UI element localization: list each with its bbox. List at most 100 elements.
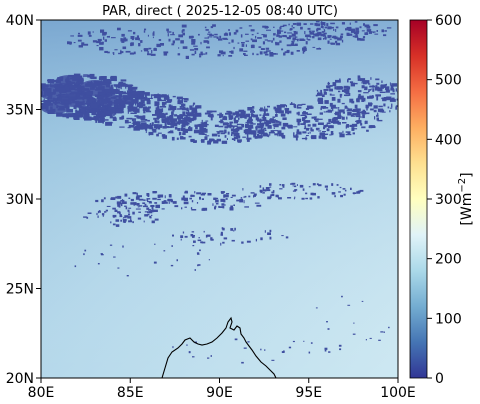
- cloud-pixel: [329, 94, 335, 96]
- cloud-pixel: [194, 191, 196, 194]
- cloud-pixel: [141, 103, 146, 106]
- cloud-pixel: [47, 79, 51, 82]
- cloud-pixel: [167, 117, 172, 120]
- cloud-pixel: [243, 111, 246, 116]
- cloud-pixel: [327, 87, 331, 89]
- cloud-pixel: [151, 214, 153, 216]
- cloud-pixel: [273, 26, 275, 28]
- cloud-pixel: [172, 118, 175, 120]
- cloud-pixel: [214, 124, 219, 127]
- cloud-pixel: [224, 129, 227, 134]
- cloud-pixel: [369, 337, 372, 339]
- cloud-pixel: [349, 22, 351, 25]
- cloud-pixel: [261, 119, 265, 122]
- cloud-pixel: [341, 39, 344, 43]
- cloud-pixel: [261, 34, 265, 36]
- cloud-pixel: [98, 211, 101, 213]
- cloud-pixel: [220, 132, 226, 135]
- cloud-pixel: [220, 198, 225, 202]
- cloud-pixel: [213, 36, 217, 38]
- cloud-pixel: [123, 37, 127, 41]
- cloud-pixel: [92, 31, 94, 33]
- cloud-pixel: [87, 31, 91, 35]
- cloud-pixel: [357, 78, 361, 81]
- cloud-pixel: [277, 124, 282, 126]
- cloud-pixel: [155, 204, 160, 209]
- y-tick-label: 20N: [6, 371, 34, 387]
- cloud-pixel: [330, 131, 334, 135]
- cloud-pixel: [171, 112, 174, 115]
- cloud-pixel: [105, 108, 107, 110]
- cloud-pixel: [283, 350, 285, 353]
- cloud-pixel: [259, 135, 263, 138]
- cloud-pixel: [149, 217, 152, 219]
- cloud-pixel: [94, 116, 100, 121]
- cloud-pixel: [112, 214, 117, 218]
- cloud-pixel: [132, 192, 137, 195]
- cloud-pixel: [392, 89, 395, 93]
- cloud-pixel: [151, 206, 154, 209]
- cloud-pixel: [345, 91, 350, 94]
- cloud-pixel: [337, 37, 342, 41]
- cloud-pixel: [269, 125, 271, 127]
- cloud-pixel: [202, 128, 208, 133]
- cloud-pixel: [260, 348, 262, 351]
- cloud-pixel: [262, 187, 265, 191]
- x-tick-label: 90E: [206, 385, 233, 401]
- cloud-pixel: [207, 40, 210, 44]
- cloud-pixel: [248, 113, 251, 116]
- cloud-pixel: [75, 109, 78, 114]
- cloud-pixel: [293, 104, 297, 108]
- cloud-pixel: [248, 116, 253, 120]
- cloud-pixel: [168, 194, 172, 198]
- cloud-pixel: [331, 192, 336, 195]
- cloud-pixel: [258, 46, 262, 48]
- cloud-pixel: [359, 189, 364, 192]
- cloud-pixel: [264, 129, 267, 131]
- cloud-pixel: [194, 269, 196, 271]
- cloud-pixel: [128, 211, 130, 214]
- cloud-pixel: [131, 118, 135, 122]
- cloud-pixel: [345, 133, 352, 136]
- cloud-pixel: [205, 135, 210, 137]
- cloud-pixel: [312, 123, 317, 127]
- cloud-pixel: [109, 109, 116, 114]
- cloud-pixel: [340, 35, 343, 39]
- cloud-pixel: [284, 108, 290, 111]
- cloud-pixel: [240, 113, 245, 118]
- cloud-pixel: [252, 39, 257, 43]
- cloud-pixel: [361, 81, 363, 84]
- cloud-pixel: [125, 84, 133, 88]
- cloud-pixel: [118, 108, 124, 110]
- cloud-pixel: [342, 122, 347, 124]
- cloud-pixel: [130, 112, 137, 114]
- cloud-pixel: [360, 123, 363, 126]
- cloud-pixel: [166, 28, 169, 32]
- cloud-pixel: [223, 194, 226, 198]
- cloud-pixel: [318, 34, 321, 36]
- cloud-pixel: [388, 326, 390, 329]
- cloud-pixel: [128, 103, 132, 108]
- cloud-pixel: [327, 26, 332, 30]
- cloud-pixel: [113, 110, 121, 113]
- cloud-pixel: [205, 29, 209, 31]
- cloud-pixel: [110, 75, 117, 81]
- cloud-pixel: [125, 38, 128, 42]
- cloud-pixel: [185, 190, 188, 194]
- cloud-pixel: [198, 132, 205, 135]
- cloud-pixel: [318, 47, 320, 49]
- cloud-pixel: [286, 44, 292, 47]
- colorbar-tick-label: 300: [435, 192, 462, 208]
- cloud-pixel: [222, 206, 225, 209]
- cloud-pixel: [355, 115, 361, 118]
- cloud-pixel: [80, 108, 86, 112]
- cloud-pixel: [277, 130, 282, 134]
- cloud-pixel: [83, 216, 87, 218]
- cloud-pixel: [250, 192, 255, 194]
- cloud-pixel: [267, 40, 271, 42]
- cloud-pixel: [115, 86, 121, 88]
- cloud-pixel: [104, 50, 108, 53]
- cloud-pixel: [317, 122, 324, 125]
- cloud-pixel: [282, 122, 289, 127]
- cloud-pixel: [355, 113, 361, 116]
